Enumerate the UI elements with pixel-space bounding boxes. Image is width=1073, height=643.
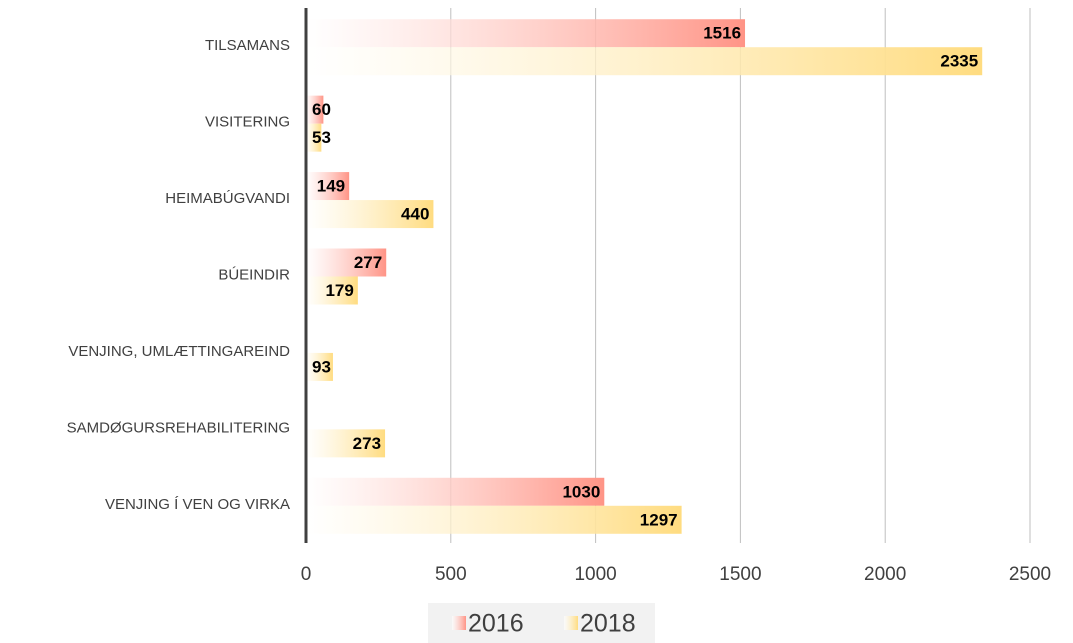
y-tick-label: VENJING Í VEN OG VIRKA [105,496,290,513]
data-label: 1030 [562,482,600,501]
bar [306,276,358,305]
data-label: 53 [312,128,331,147]
data-label: 440 [401,205,429,224]
bar [306,172,350,201]
y-tick-label: VENJING, UMLÆTTINGAREIND [68,343,290,360]
data-label: 93 [312,357,331,376]
data-label: 1297 [640,510,678,529]
y-tick-label: VISITERING [205,114,290,131]
bar [306,477,605,506]
legend-marker [564,616,578,630]
bar [306,200,434,229]
x-tick-label: 2500 [1009,564,1051,585]
x-tick-label: 1500 [719,564,761,585]
legend-marker [452,616,466,630]
data-label: 277 [354,253,382,272]
bar [306,19,746,48]
data-label: 60 [312,100,331,119]
data-label: 273 [353,434,381,453]
data-label: 1516 [703,24,741,43]
y-tick-label: BÚEINDIR [218,266,290,283]
y-tick-label: HEIMABÚGVANDI [165,190,290,207]
bar [306,505,682,534]
bar [306,248,387,277]
x-tick-label: 1000 [574,564,616,585]
data-label: 179 [325,281,353,300]
legend-label: 2018 [580,610,636,638]
y-tick-label: SAMDØGURSREHABILITERING [67,419,290,436]
bar [306,95,324,124]
bar [306,429,386,458]
bar [306,47,983,76]
y-tick-label: TILSAMANS [205,37,290,54]
legend-label: 2016 [468,610,524,638]
bar [306,352,333,381]
x-tick-label: 2000 [864,564,906,585]
x-tick-label: 500 [435,564,467,585]
x-tick-label: 0 [301,564,312,585]
data-label: 2335 [940,52,978,71]
data-label: 149 [317,177,345,196]
bar [306,123,322,152]
